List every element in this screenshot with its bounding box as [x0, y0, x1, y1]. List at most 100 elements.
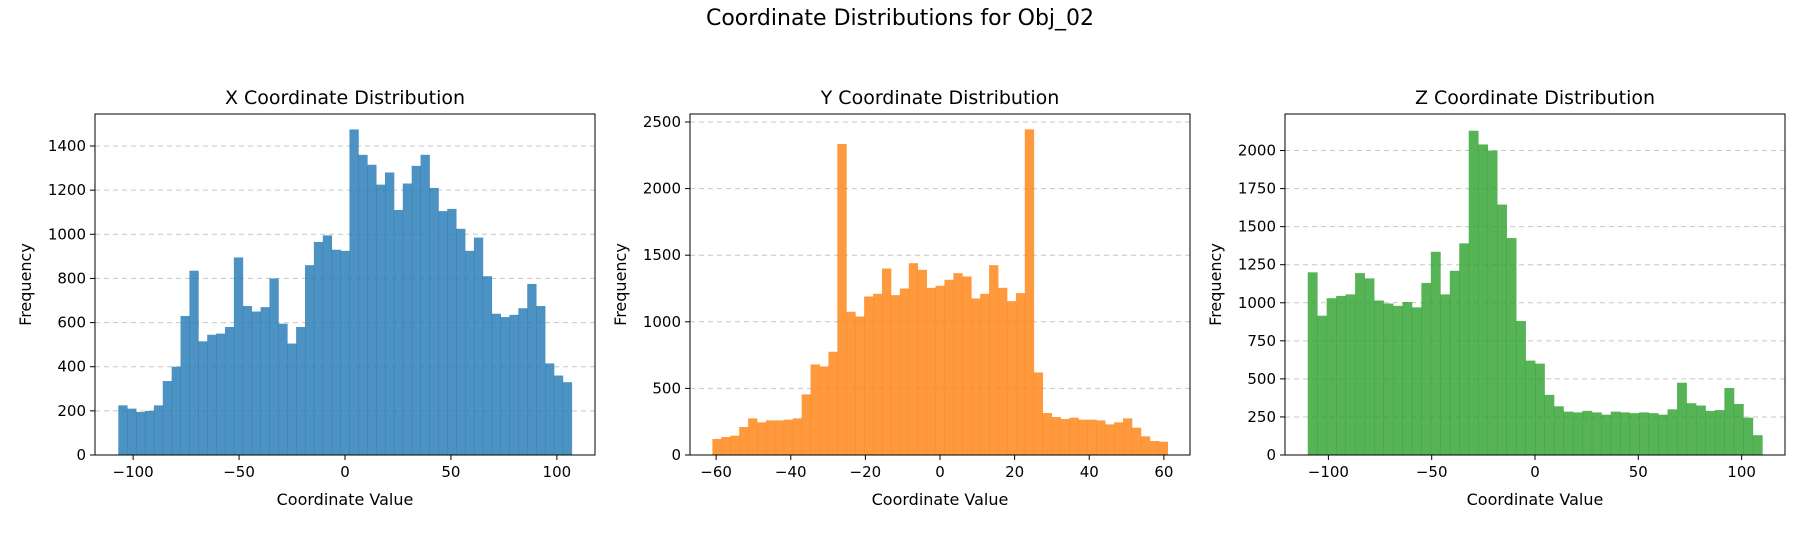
histogram-bar [545, 363, 555, 455]
histogram-bar [1364, 278, 1375, 455]
histogram-bar [926, 287, 936, 455]
y-tick-label: 2000 [643, 180, 681, 198]
histogram-bar [801, 394, 811, 455]
histogram-bar [447, 208, 457, 455]
histogram-bar [1131, 427, 1142, 455]
histogram-bar [1620, 412, 1631, 455]
histogram-bar [385, 172, 395, 455]
histogram-bar [1724, 388, 1735, 455]
histogram-bar [748, 418, 758, 455]
histogram-bar [1629, 413, 1640, 455]
histogram-bar [518, 308, 528, 455]
histogram-bar [420, 154, 430, 455]
histogram-bar [367, 164, 377, 456]
histogram-bar [1752, 435, 1763, 455]
x-tick-label: 0 [340, 463, 350, 481]
histogram-bars [118, 129, 573, 456]
histogram-bar [1149, 441, 1160, 455]
y-tick-label: 1250 [1238, 256, 1276, 274]
histogram-bar [1553, 406, 1564, 455]
histogram-bar [1497, 204, 1507, 455]
histogram-bar [313, 242, 324, 455]
histogram-bar [1421, 282, 1432, 455]
histogram-bar [1516, 321, 1526, 455]
histogram-bar [765, 420, 776, 455]
histogram-bars [712, 129, 1169, 455]
histogram-bar [376, 184, 386, 455]
histogram-bar [1563, 411, 1574, 455]
histogram-bar [1096, 420, 1106, 455]
y-tick-label: 1750 [1238, 180, 1276, 198]
y-tick-label: 750 [1247, 332, 1276, 350]
x-axis-label: Coordinate Value [872, 490, 1009, 509]
histogram-bar [189, 270, 199, 455]
histogram-bar [1667, 409, 1678, 455]
histogram-bar [1459, 243, 1470, 455]
histogram-bar [127, 408, 137, 455]
histogram-bars [1307, 130, 1763, 456]
histogram-bar [721, 437, 731, 455]
histogram-bar [899, 288, 910, 455]
histogram-bar [153, 405, 164, 455]
histogram-bar [1591, 412, 1602, 455]
histogram-bar [429, 187, 439, 455]
histogram-bar [971, 298, 981, 455]
histogram-bar [962, 276, 972, 455]
histogram-bar [1582, 410, 1593, 455]
histogram-bar [473, 237, 484, 455]
y-tick-label: 1000 [1238, 294, 1276, 312]
histogram-bar [536, 306, 546, 455]
histogram-bar [1392, 305, 1403, 455]
histogram-bar [491, 313, 501, 455]
histogram-bar [456, 228, 466, 455]
histogram-bar [739, 427, 749, 455]
histogram-bar [1006, 301, 1017, 455]
y-tick-label: 1500 [1238, 218, 1276, 236]
histogram-bar [1525, 360, 1536, 455]
histogram-bar [1506, 238, 1517, 455]
histogram-bar [242, 306, 253, 455]
histogram-bar [944, 279, 954, 455]
histogram-bar [935, 285, 945, 455]
x-tick-label: −20 [850, 463, 882, 481]
histogram-bar [1087, 419, 1097, 455]
x-tick-label: −100 [1308, 463, 1349, 481]
histogram-bar [438, 211, 448, 455]
histogram-bar [1015, 293, 1026, 455]
y-tick-label: 2500 [643, 113, 681, 131]
x-tick-label: −100 [113, 463, 154, 481]
histogram-bar [1374, 300, 1384, 455]
chart-panel-0: −100 −50 0 50 1000200400600800100012001400X … [16, 87, 596, 509]
histogram-bar [1610, 411, 1621, 455]
y-tick-label: 1000 [643, 313, 681, 331]
histogram-bar [792, 418, 803, 455]
histogram-bar [1601, 414, 1612, 455]
histogram-bar [1042, 413, 1052, 455]
histogram-bar [864, 296, 874, 455]
histogram-bar [1658, 414, 1668, 455]
histogram-bar [810, 364, 820, 455]
histogram-bar [527, 283, 537, 455]
histogram-bar [393, 210, 404, 455]
x-tick-label: −40 [775, 463, 807, 481]
histogram-bar [322, 235, 333, 455]
x-axis-label: Coordinate Value [277, 490, 414, 509]
y-tick-label: 0 [1266, 446, 1276, 464]
histogram-bar [1355, 273, 1365, 455]
y-tick-label: 400 [57, 358, 86, 376]
histogram-bar [980, 293, 990, 455]
histogram-bar [917, 269, 928, 455]
histogram-bar [1468, 130, 1479, 455]
histogram-bar [1639, 412, 1650, 455]
histogram-bar [331, 249, 341, 455]
x-tick-label: 100 [543, 463, 572, 481]
histogram-bar [774, 420, 785, 455]
histogram-bar [730, 435, 740, 455]
histogram-bar [819, 366, 829, 455]
histogram-bar [828, 351, 838, 455]
histogram-bar [1158, 441, 1169, 455]
histogram-bar [269, 278, 279, 455]
histogram-bar [846, 311, 856, 455]
histogram-bar [1411, 307, 1422, 455]
